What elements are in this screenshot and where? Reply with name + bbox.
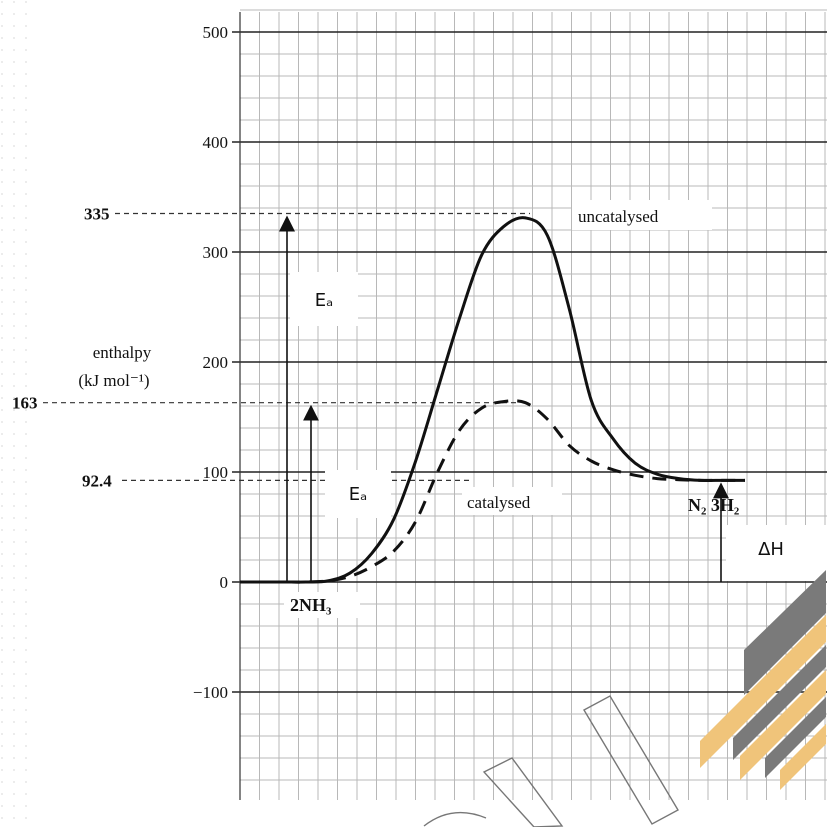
- y-axis-tick-labels: 500 400 300 200 100 0 −100: [193, 23, 228, 702]
- marked-level-label: 163: [12, 394, 38, 413]
- series-uncatalysed-line: [239, 216, 745, 584]
- ea-catalysed-label: Eₐ: [349, 484, 367, 505]
- catalysed-label-bg: [462, 487, 562, 515]
- y-tick-label: 400: [203, 133, 229, 152]
- marked-level-label: 92.4: [82, 471, 112, 490]
- uncatalysed-label: uncatalysed: [578, 207, 659, 226]
- y-tick-label: 0: [220, 573, 229, 592]
- delta-h-box: [726, 525, 827, 581]
- left-margin-texture: [0, 0, 34, 827]
- catalysed-label: catalysed: [467, 493, 531, 512]
- ea-catalysed-box: [325, 470, 391, 518]
- y-tick-label: 200: [203, 353, 229, 372]
- y-axis-label-line2: (kJ mol⁻¹): [78, 371, 149, 390]
- series-catalysed-line: [239, 399, 745, 584]
- y-tick-label: 100: [203, 463, 229, 482]
- uncatalysed-label-bg: [572, 200, 712, 230]
- marked-levels: 335 163 92.4: [12, 205, 530, 490]
- y-tick-label: 300: [203, 243, 229, 262]
- marked-level-label: 335: [84, 205, 110, 224]
- y-axis-label-line1: enthalpy: [93, 343, 152, 362]
- product-label: N₂ 3H₂: [688, 495, 739, 515]
- y-tick-label: 500: [203, 23, 229, 42]
- y-tick-label: −100: [193, 683, 228, 702]
- reactant-label-bg: [284, 592, 360, 618]
- reactant-label: 2NH₃: [290, 595, 332, 615]
- ea-uncatalysed-label: Eₐ: [315, 290, 333, 311]
- delta-h-label: ΔH: [758, 539, 784, 560]
- ea-uncatalysed-box: [290, 272, 358, 326]
- chart-grid: [239, 9, 827, 800]
- watermark: [423, 570, 826, 827]
